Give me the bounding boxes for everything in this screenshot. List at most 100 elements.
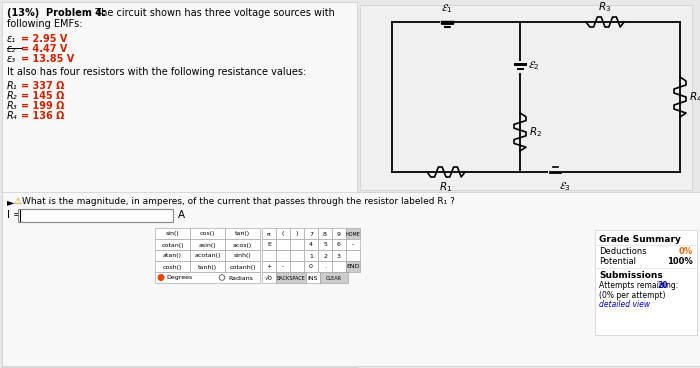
Text: ): ): [296, 231, 298, 237]
Text: atan(): atan(): [163, 254, 182, 258]
Text: HOME: HOME: [346, 231, 360, 237]
Bar: [548, 167, 562, 179]
Text: 1: 1: [309, 254, 313, 258]
Text: Degrees: Degrees: [166, 276, 193, 280]
Bar: [2, 192, 700, 366]
Text: = 337 Ω: = 337 Ω: [21, 81, 64, 91]
Text: A: A: [178, 210, 185, 220]
Bar: [225, 239, 260, 250]
Text: $\mathcal{E}_1$: $\mathcal{E}_1$: [441, 2, 453, 15]
Text: asin(): asin(): [199, 243, 216, 248]
Text: cosh(): cosh(): [163, 265, 182, 269]
Text: ε₂: ε₂: [7, 44, 16, 54]
Bar: [276, 239, 290, 250]
Text: R₃: R₃: [7, 101, 18, 111]
Bar: [155, 228, 190, 239]
Text: +: +: [267, 265, 272, 269]
Circle shape: [158, 275, 164, 280]
Bar: [155, 272, 260, 283]
Bar: [346, 228, 360, 239]
Text: ►: ►: [7, 197, 15, 207]
Text: ⚠: ⚠: [14, 197, 22, 206]
Text: R₁: R₁: [7, 81, 18, 91]
Text: ε₃: ε₃: [7, 54, 16, 64]
Text: = 13.85 V: = 13.85 V: [21, 54, 74, 64]
Bar: [190, 261, 225, 272]
Text: I =: I =: [7, 210, 22, 220]
Bar: [276, 261, 290, 272]
Bar: [318, 250, 332, 261]
Bar: [332, 239, 346, 250]
Text: sin(): sin(): [166, 231, 179, 237]
Bar: [18, 209, 173, 222]
Bar: [262, 272, 276, 283]
Text: Grade Summary: Grade Summary: [599, 235, 681, 244]
Bar: [2, 2, 357, 367]
Text: 100%: 100%: [667, 257, 693, 266]
Text: tan(): tan(): [235, 231, 250, 237]
Bar: [513, 61, 527, 73]
Bar: [304, 239, 318, 250]
Text: 5: 5: [323, 243, 327, 248]
Text: $R_3$: $R_3$: [598, 0, 612, 14]
Bar: [225, 250, 260, 261]
Bar: [304, 250, 318, 261]
Text: (: (: [282, 231, 284, 237]
Text: 20: 20: [657, 281, 668, 290]
Text: Submissions: Submissions: [599, 271, 663, 280]
Bar: [346, 239, 360, 250]
Bar: [190, 228, 225, 239]
Bar: [595, 230, 697, 335]
Bar: [290, 239, 304, 250]
Bar: [276, 250, 290, 261]
Text: tanh(): tanh(): [198, 265, 217, 269]
Text: $R_4$: $R_4$: [689, 90, 700, 104]
Text: acos(): acos(): [233, 243, 252, 248]
Text: It also has four resistors with the following resistance values:: It also has four resistors with the foll…: [7, 67, 307, 77]
Bar: [332, 250, 346, 261]
Bar: [262, 250, 276, 261]
Bar: [225, 228, 260, 239]
Text: 8: 8: [323, 231, 327, 237]
Bar: [155, 239, 190, 250]
Bar: [262, 239, 276, 250]
Text: E: E: [267, 243, 271, 248]
Text: CLEAR: CLEAR: [326, 276, 342, 280]
Text: (0% per attempt): (0% per attempt): [599, 291, 666, 300]
Text: = 4.47 V: = 4.47 V: [21, 44, 67, 54]
Text: Potential: Potential: [599, 257, 636, 266]
Text: sinh(): sinh(): [234, 254, 251, 258]
Text: = 136 Ω: = 136 Ω: [21, 111, 64, 121]
Text: .: .: [324, 265, 326, 269]
Text: = 2.95 V: = 2.95 V: [21, 34, 67, 44]
Text: The circuit shown has three voltage sources with: The circuit shown has three voltage sour…: [89, 8, 335, 18]
Text: 3: 3: [337, 254, 341, 258]
Bar: [304, 261, 318, 272]
Text: cos(): cos(): [199, 231, 215, 237]
Text: Radians: Radians: [228, 276, 253, 280]
Bar: [276, 272, 306, 283]
Text: INS: INS: [308, 276, 318, 280]
Text: R₂: R₂: [7, 91, 18, 101]
Bar: [304, 228, 318, 239]
Text: 6: 6: [337, 243, 341, 248]
Text: -: -: [282, 265, 284, 269]
Text: $R_2$: $R_2$: [529, 125, 542, 139]
Text: BACKSPACE: BACKSPACE: [276, 276, 305, 280]
Text: 2: 2: [323, 254, 327, 258]
Text: -: -: [352, 243, 354, 248]
Text: = 199 Ω: = 199 Ω: [21, 101, 64, 111]
Text: √0: √0: [265, 275, 273, 281]
Bar: [332, 228, 346, 239]
Bar: [332, 261, 346, 272]
Text: following EMFs:: following EMFs:: [7, 19, 83, 29]
Bar: [276, 228, 290, 239]
Text: 4: 4: [309, 243, 313, 248]
Bar: [262, 228, 276, 239]
Text: acotan(): acotan(): [195, 254, 220, 258]
Text: Attempts remaining:: Attempts remaining:: [599, 281, 680, 290]
Bar: [440, 19, 454, 31]
Text: detailed view: detailed view: [599, 300, 650, 309]
Bar: [155, 261, 190, 272]
Bar: [290, 250, 304, 261]
